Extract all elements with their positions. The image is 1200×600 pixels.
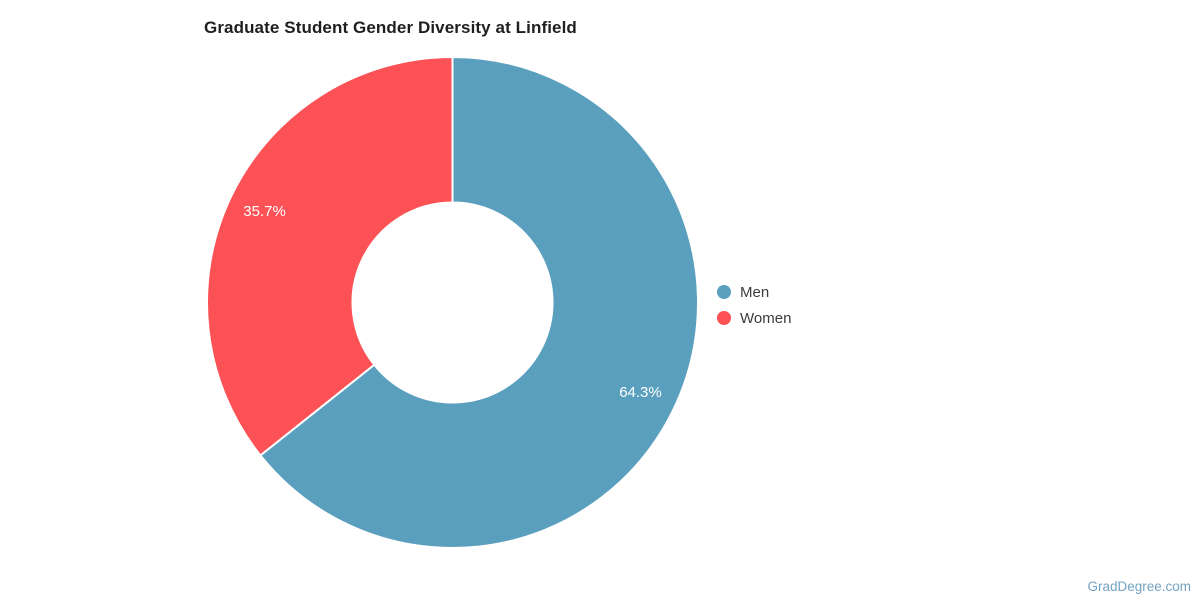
legend-item-women[interactable]: Women — [717, 305, 791, 331]
pie-slice-women[interactable] — [206, 56, 454, 457]
chart-title: Graduate Student Gender Diversity at Lin… — [204, 18, 577, 37]
legend-dot-icon — [717, 285, 731, 299]
legend-dot-icon — [717, 311, 731, 325]
legend-label: Men — [740, 283, 770, 301]
watermark-link[interactable]: GradDegree.com — [1087, 579, 1191, 594]
legend-item-men[interactable]: Men — [717, 279, 791, 305]
chart-legend: Men Women — [717, 279, 791, 331]
slice-label-women: 35.7% — [243, 203, 286, 220]
pie-slice-men[interactable] — [259, 56, 699, 549]
legend-label: Women — [740, 309, 792, 327]
slice-label-men: 64.3% — [619, 384, 662, 401]
